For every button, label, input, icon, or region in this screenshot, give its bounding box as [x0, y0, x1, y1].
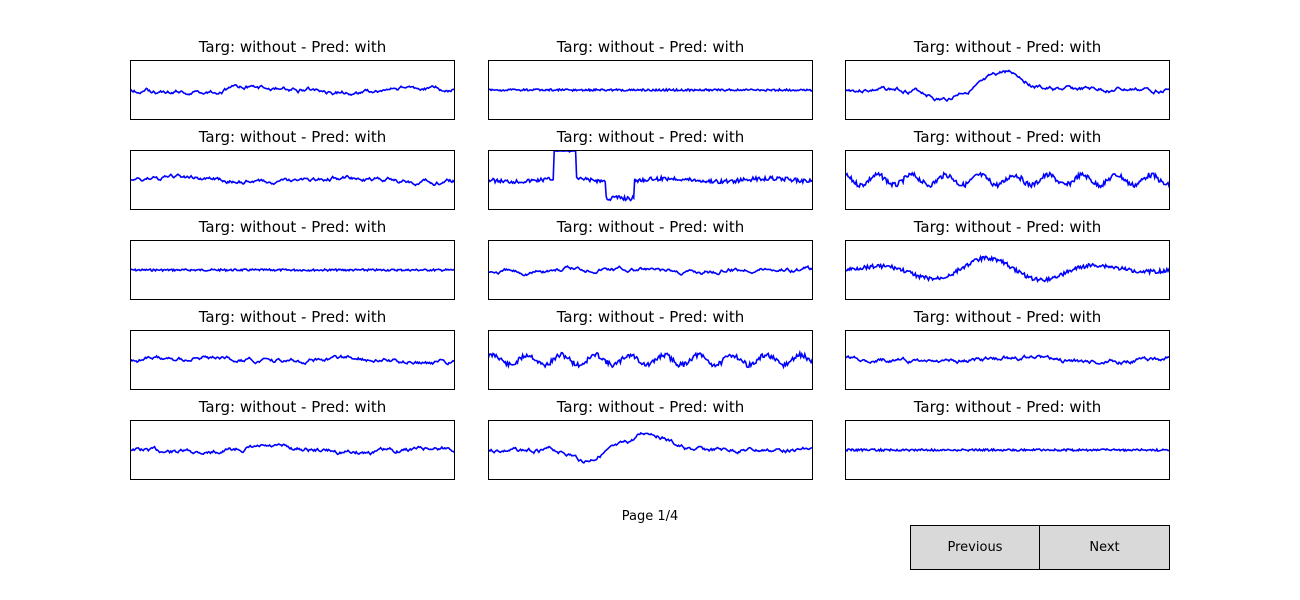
- panel-frame: [130, 60, 455, 120]
- signal-line: [488, 264, 813, 277]
- panel-title: Targ: without - Pred: with: [198, 128, 387, 146]
- panel-title: Targ: without - Pred: with: [198, 398, 387, 416]
- signal-plot: [845, 420, 1170, 480]
- panel-title: Targ: without - Pred: with: [198, 308, 387, 326]
- signal-panel: Targ: without - Pred: with: [130, 308, 455, 390]
- panel-frame: [130, 150, 455, 210]
- panel-frame: [488, 420, 813, 480]
- signal-plot: [130, 420, 455, 480]
- panel-frame: [488, 60, 813, 120]
- panel-frame: [845, 330, 1170, 390]
- signal-plot: [845, 240, 1170, 300]
- panel-frame: [488, 240, 813, 300]
- signal-plot: [130, 150, 455, 210]
- panel-frame: [130, 240, 455, 300]
- signal-plot: [845, 150, 1170, 210]
- signal-line: [488, 431, 813, 464]
- panel-title: Targ: without - Pred: with: [556, 218, 745, 236]
- panel-title: Targ: without - Pred: with: [913, 218, 1102, 236]
- panel-frame: [130, 330, 455, 390]
- signal-panel: Targ: without - Pred: with: [845, 308, 1170, 390]
- panel-title: Targ: without - Pred: with: [556, 128, 745, 146]
- signal-line: [488, 349, 813, 370]
- signal-line: [845, 447, 1170, 453]
- panel-frame: [130, 420, 455, 480]
- panel-frame: [845, 60, 1170, 120]
- signal-panel: Targ: without - Pred: with: [845, 128, 1170, 210]
- signal-plot: [130, 60, 455, 120]
- signal-line: [845, 69, 1170, 103]
- panel-title: Targ: without - Pred: with: [556, 38, 745, 56]
- signal-plot: [845, 60, 1170, 120]
- panel-title: Targ: without - Pred: with: [913, 398, 1102, 416]
- panel-title: Targ: without - Pred: with: [913, 128, 1102, 146]
- panel-title: Targ: without - Pred: with: [913, 38, 1102, 56]
- signal-line: [845, 254, 1170, 284]
- panel-title: Targ: without - Pred: with: [198, 38, 387, 56]
- panel-frame: [845, 420, 1170, 480]
- previous-button[interactable]: Previous: [910, 525, 1040, 570]
- signal-plot: [488, 150, 813, 210]
- signal-plot: [488, 420, 813, 480]
- next-button[interactable]: Next: [1040, 525, 1170, 570]
- signal-line: [130, 267, 455, 273]
- signal-panel: Targ: without - Pred: with: [488, 128, 813, 210]
- page-indicator: Page 1/4: [621, 509, 679, 524]
- panel-frame: [488, 330, 813, 390]
- signal-panel: Targ: without - Pred: with: [130, 218, 455, 300]
- signal-plot: [488, 240, 813, 300]
- signal-line: [845, 170, 1170, 190]
- signal-plot: [488, 60, 813, 120]
- signal-plot: [488, 330, 813, 390]
- panel-frame: [845, 150, 1170, 210]
- signal-panel: Targ: without - Pred: with: [845, 38, 1170, 120]
- signal-line: [488, 150, 813, 202]
- signal-line: [130, 83, 455, 97]
- signal-panel: Targ: without - Pred: with: [130, 128, 455, 210]
- signal-panel: Targ: without - Pred: with: [488, 218, 813, 300]
- panel-title: Targ: without - Pred: with: [556, 398, 745, 416]
- signal-panel: Targ: without - Pred: with: [488, 308, 813, 390]
- signal-line: [845, 354, 1170, 366]
- panel-frame: [845, 240, 1170, 300]
- signal-panel: Targ: without - Pred: with: [845, 398, 1170, 480]
- panel-title: Targ: without - Pred: with: [556, 308, 745, 326]
- signal-panel: Targ: without - Pred: with: [130, 398, 455, 480]
- signal-panel: Targ: without - Pred: with: [130, 38, 455, 120]
- signal-line: [130, 442, 455, 456]
- signal-plot: [130, 240, 455, 300]
- signal-line: [488, 87, 813, 93]
- signal-panel: Targ: without - Pred: with: [488, 38, 813, 120]
- signal-plot: [845, 330, 1170, 390]
- panel-title: Targ: without - Pred: with: [198, 218, 387, 236]
- signal-plot: [130, 330, 455, 390]
- signal-panel: Targ: without - Pred: with: [845, 218, 1170, 300]
- panel-title: Targ: without - Pred: with: [913, 308, 1102, 326]
- panel-frame: [488, 150, 813, 210]
- signal-line: [130, 354, 455, 366]
- signal-line: [130, 173, 455, 187]
- signal-panel: Targ: without - Pred: with: [488, 398, 813, 480]
